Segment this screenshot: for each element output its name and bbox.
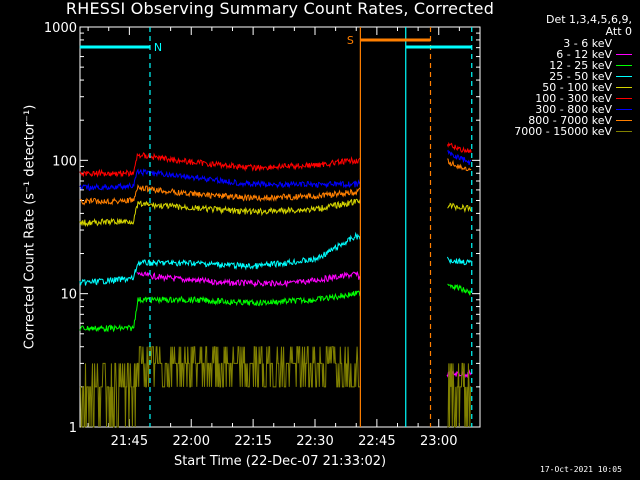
flag-label: S (347, 34, 354, 47)
legend-item: 7000 - 15000 keV (478, 125, 632, 138)
timestamp-footnote: 17-Oct-2021 10:05 (540, 465, 622, 474)
flag-label: N (154, 41, 162, 54)
legend: 3 - 6 keV 6 - 12 keV 12 - 25 keV 25 - 50 ke… (478, 37, 632, 138)
legend-item: 800 - 7000 keV (478, 114, 632, 127)
legend-item: 25 - 50 keV (478, 70, 632, 83)
legend-item: 50 - 100 keV (478, 81, 632, 94)
legend-item: 12 - 25 keV (478, 59, 632, 72)
y-tick-label: 100 (52, 154, 77, 169)
series-line (79, 198, 472, 228)
x-axis-label: Start Time (22-Dec-07 21:33:02) (173, 454, 387, 469)
legend-item: 6 - 12 keV (478, 48, 632, 61)
x-tick-label: 22:45 (358, 434, 395, 449)
legend-swatch (616, 87, 632, 88)
x-tick-label: 22:15 (234, 434, 271, 449)
x-tick-label: 21:45 (111, 434, 148, 449)
legend-label: 100 - 300 keV (535, 92, 612, 105)
legend-label: 300 - 800 keV (535, 103, 612, 116)
legend-label: 25 - 50 keV (549, 70, 612, 83)
series-line (79, 149, 472, 192)
detector-info-line-1: Det 1,3,4,5,6,9, (545, 13, 632, 26)
series-line (79, 231, 472, 286)
plot-frame (79, 26, 481, 428)
y-tick-label: 1 (69, 421, 77, 436)
series-line (79, 141, 472, 178)
legend-swatch (616, 65, 632, 66)
legend-swatch (616, 98, 632, 99)
series-line (79, 158, 472, 206)
legend-label: 800 - 7000 keV (528, 114, 612, 127)
legend-swatch (616, 131, 632, 132)
y-tick-label: 1000 (44, 21, 77, 36)
legend-item: 100 - 300 keV (478, 92, 632, 105)
legend-label: 6 - 12 keV (556, 48, 612, 61)
legend-swatch (616, 120, 632, 121)
legend-label: 12 - 25 keV (549, 59, 612, 72)
legend-label: 50 - 100 keV (542, 81, 612, 94)
legend-swatch (616, 109, 632, 110)
detector-info-line-2: Att 0 (605, 25, 632, 38)
legend-swatch (616, 43, 632, 44)
legend-swatch (616, 54, 632, 55)
legend-item: 3 - 6 keV (478, 37, 632, 50)
series-line (79, 283, 472, 333)
y-tick-label: 10 (60, 288, 77, 303)
legend-label: 7000 - 15000 keV (514, 125, 612, 138)
x-tick-label: 22:30 (296, 434, 333, 449)
chart-title: RHESSI Observing Summary Count Rates, Co… (65, 0, 495, 18)
x-tick-label: 23:00 (420, 434, 457, 449)
legend-label: 3 - 6 keV (563, 37, 612, 50)
series-line (79, 346, 472, 428)
y-axis-label: Corrected Count Rate (s⁻¹ detector⁻¹) (22, 104, 38, 350)
legend-swatch (616, 76, 632, 77)
x-tick-label: 22:00 (173, 434, 210, 449)
legend-item: 300 - 800 keV (478, 103, 632, 116)
